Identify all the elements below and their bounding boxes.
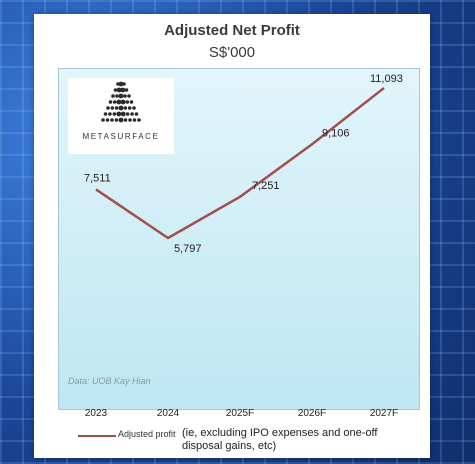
chart-subtitle: S$'000 (208, 44, 256, 61)
chart-title: Adjusted Net Profit (164, 22, 300, 39)
legend-note: (ie, excluding IPO expenses and one-off … (182, 427, 378, 452)
data-label: 5,797 (174, 243, 202, 255)
data-label: 9,106 (322, 127, 350, 139)
data-label: 7,251 (252, 180, 280, 192)
source-note: Data: UOB Kay Hian (68, 376, 151, 386)
legend-swatch (78, 435, 116, 437)
legend-series-name: Adjusted profit (118, 429, 176, 439)
x-tick-label: 2027F (370, 408, 398, 419)
x-tick-label: 2026F (298, 408, 326, 419)
chart-card: Adjusted Net Profit S$'000 METASURFACE D… (34, 14, 430, 458)
data-label: 7,511 (84, 172, 111, 184)
x-tick-label: 2023 (85, 408, 108, 419)
data-label: 11,093 (370, 73, 403, 85)
logo: METASURFACE (68, 78, 174, 154)
line-chart: 7,511 5,797 7,251 9,106 11,093 2023 2024 2025F 2… (84, 73, 403, 419)
x-tick-label: 2024 (157, 408, 180, 419)
series-line (95, 87, 385, 240)
x-tick-label: 2025F (226, 408, 254, 419)
logo-text: METASURFACE (82, 132, 160, 141)
dotted-sphere-logo-icon (101, 81, 141, 123)
